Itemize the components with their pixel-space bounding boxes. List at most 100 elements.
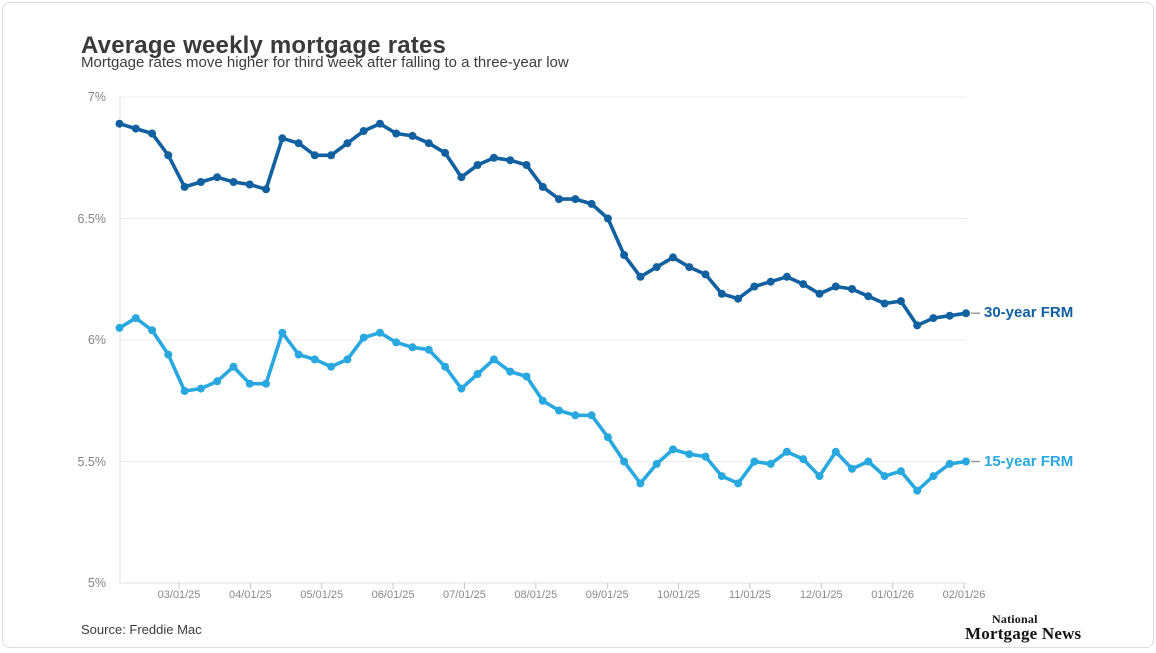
chart-title: Average weekly mortgage rates — [81, 32, 447, 60]
data-point-30-year-frm — [473, 161, 482, 169]
data-point-15-year-frm — [864, 457, 873, 466]
x-axis-label: 11/01/25 — [728, 589, 771, 601]
data-point-30-year-frm — [229, 178, 238, 186]
series-line-30-year-frm — [117, 121, 968, 328]
y-axis-label: 5.5% — [77, 454, 107, 469]
data-point-30-year-frm — [799, 280, 808, 289]
data-point-15-year-frm — [538, 396, 547, 405]
data-point-15-year-frm — [148, 326, 157, 335]
data-point-15-year-frm — [196, 384, 205, 393]
data-point-15-year-frm — [766, 459, 775, 468]
data-point-15-year-frm — [473, 370, 482, 378]
data-point-30-year-frm — [669, 253, 677, 262]
data-point-30-year-frm — [164, 151, 173, 160]
x-axis-label: 06/01/25 — [371, 589, 415, 601]
data-point-30-year-frm — [913, 321, 922, 330]
data-point-30-year-frm — [652, 263, 661, 272]
data-point-30-year-frm — [343, 139, 352, 148]
data-point-30-year-frm — [717, 289, 726, 298]
data-point-15-year-frm — [294, 350, 303, 359]
data-point-30-year-frm — [424, 139, 433, 148]
data-point-15-year-frm — [457, 384, 466, 393]
data-point-15-year-frm — [115, 323, 124, 332]
data-point-15-year-frm — [945, 459, 954, 468]
data-point-30-year-frm — [245, 180, 254, 189]
data-point-30-year-frm — [489, 153, 498, 162]
y-axis-label: 7% — [87, 90, 106, 104]
data-point-30-year-frm — [522, 161, 531, 169]
data-point-15-year-frm — [522, 372, 531, 381]
data-point-15-year-frm — [408, 343, 417, 352]
line-chart — [115, 96, 980, 589]
data-point-30-year-frm — [848, 285, 856, 293]
data-point-30-year-frm — [213, 173, 222, 182]
data-point-30-year-frm — [685, 263, 694, 272]
data-point-30-year-frm — [148, 129, 157, 138]
data-point-15-year-frm — [555, 406, 563, 415]
data-point-15-year-frm — [376, 328, 384, 337]
y-axis-label: 6% — [87, 333, 106, 347]
data-point-30-year-frm — [864, 292, 873, 301]
data-point-30-year-frm — [294, 139, 303, 148]
legend-label-15-year-frm: 15-year FRM — [984, 452, 1074, 470]
x-axis-label: 04/01/25 — [228, 589, 272, 601]
data-point-30-year-frm — [750, 282, 759, 291]
data-point-30-year-frm — [962, 309, 970, 318]
data-point-15-year-frm — [392, 338, 401, 347]
data-point-15-year-frm — [831, 447, 840, 456]
x-axis-label: 09/01/25 — [585, 589, 629, 601]
x-axis-label: 12/01/25 — [799, 589, 843, 601]
data-point-30-year-frm — [392, 129, 401, 138]
data-point-15-year-frm — [262, 379, 270, 388]
data-point-30-year-frm — [278, 134, 287, 143]
x-axis-label: 05/01/25 — [300, 589, 344, 601]
data-point-30-year-frm — [376, 119, 384, 128]
data-point-30-year-frm — [766, 277, 775, 286]
legend-label-30-year-frm: 30-year FRM — [984, 304, 1074, 322]
data-point-15-year-frm — [782, 447, 791, 456]
data-point-30-year-frm — [131, 124, 140, 133]
data-point-15-year-frm — [962, 457, 970, 466]
data-point-15-year-frm — [489, 355, 498, 364]
data-point-15-year-frm — [310, 355, 319, 364]
data-point-15-year-frm — [164, 350, 173, 359]
source-note: Source: Freddie Mac — [81, 622, 202, 637]
data-point-15-year-frm — [506, 367, 515, 376]
data-point-15-year-frm — [717, 472, 726, 481]
national-mortgage-news-logo: National Mortgage News — [965, 613, 1081, 642]
data-point-15-year-frm — [669, 445, 677, 454]
logo-line-1: National — [992, 612, 1038, 626]
x-axis-label: 08/01/25 — [514, 589, 558, 601]
data-point-30-year-frm — [180, 182, 189, 191]
data-point-30-year-frm — [571, 195, 580, 204]
data-point-15-year-frm — [278, 328, 287, 337]
x-axis-label: 10/01/25 — [657, 589, 700, 601]
data-point-15-year-frm — [441, 362, 450, 371]
x-axis-label: 02/01/26 — [942, 589, 986, 601]
data-point-15-year-frm — [343, 355, 352, 364]
data-point-30-year-frm — [815, 289, 824, 298]
data-point-15-year-frm — [913, 486, 922, 495]
data-point-30-year-frm — [408, 131, 417, 140]
data-point-30-year-frm — [538, 182, 547, 191]
chart-subtitle: Mortgage rates move higher for third wee… — [81, 54, 569, 71]
data-point-15-year-frm — [180, 387, 189, 395]
data-point-30-year-frm — [506, 156, 515, 165]
data-point-30-year-frm — [782, 272, 791, 281]
data-point-30-year-frm — [359, 127, 368, 135]
logo-line-2: Mortgage News — [965, 624, 1082, 643]
data-point-30-year-frm — [701, 270, 710, 279]
data-point-15-year-frm — [799, 455, 808, 464]
data-point-30-year-frm — [587, 199, 596, 208]
data-point-30-year-frm — [327, 151, 336, 160]
data-point-15-year-frm — [424, 345, 433, 354]
data-point-15-year-frm — [701, 452, 710, 461]
data-point-15-year-frm — [848, 464, 856, 473]
data-point-30-year-frm — [929, 314, 938, 323]
data-point-15-year-frm — [213, 377, 222, 386]
data-point-15-year-frm — [636, 479, 645, 488]
data-point-30-year-frm — [945, 311, 954, 320]
data-point-15-year-frm — [620, 457, 629, 466]
x-axis-label: 07/01/25 — [443, 589, 486, 601]
